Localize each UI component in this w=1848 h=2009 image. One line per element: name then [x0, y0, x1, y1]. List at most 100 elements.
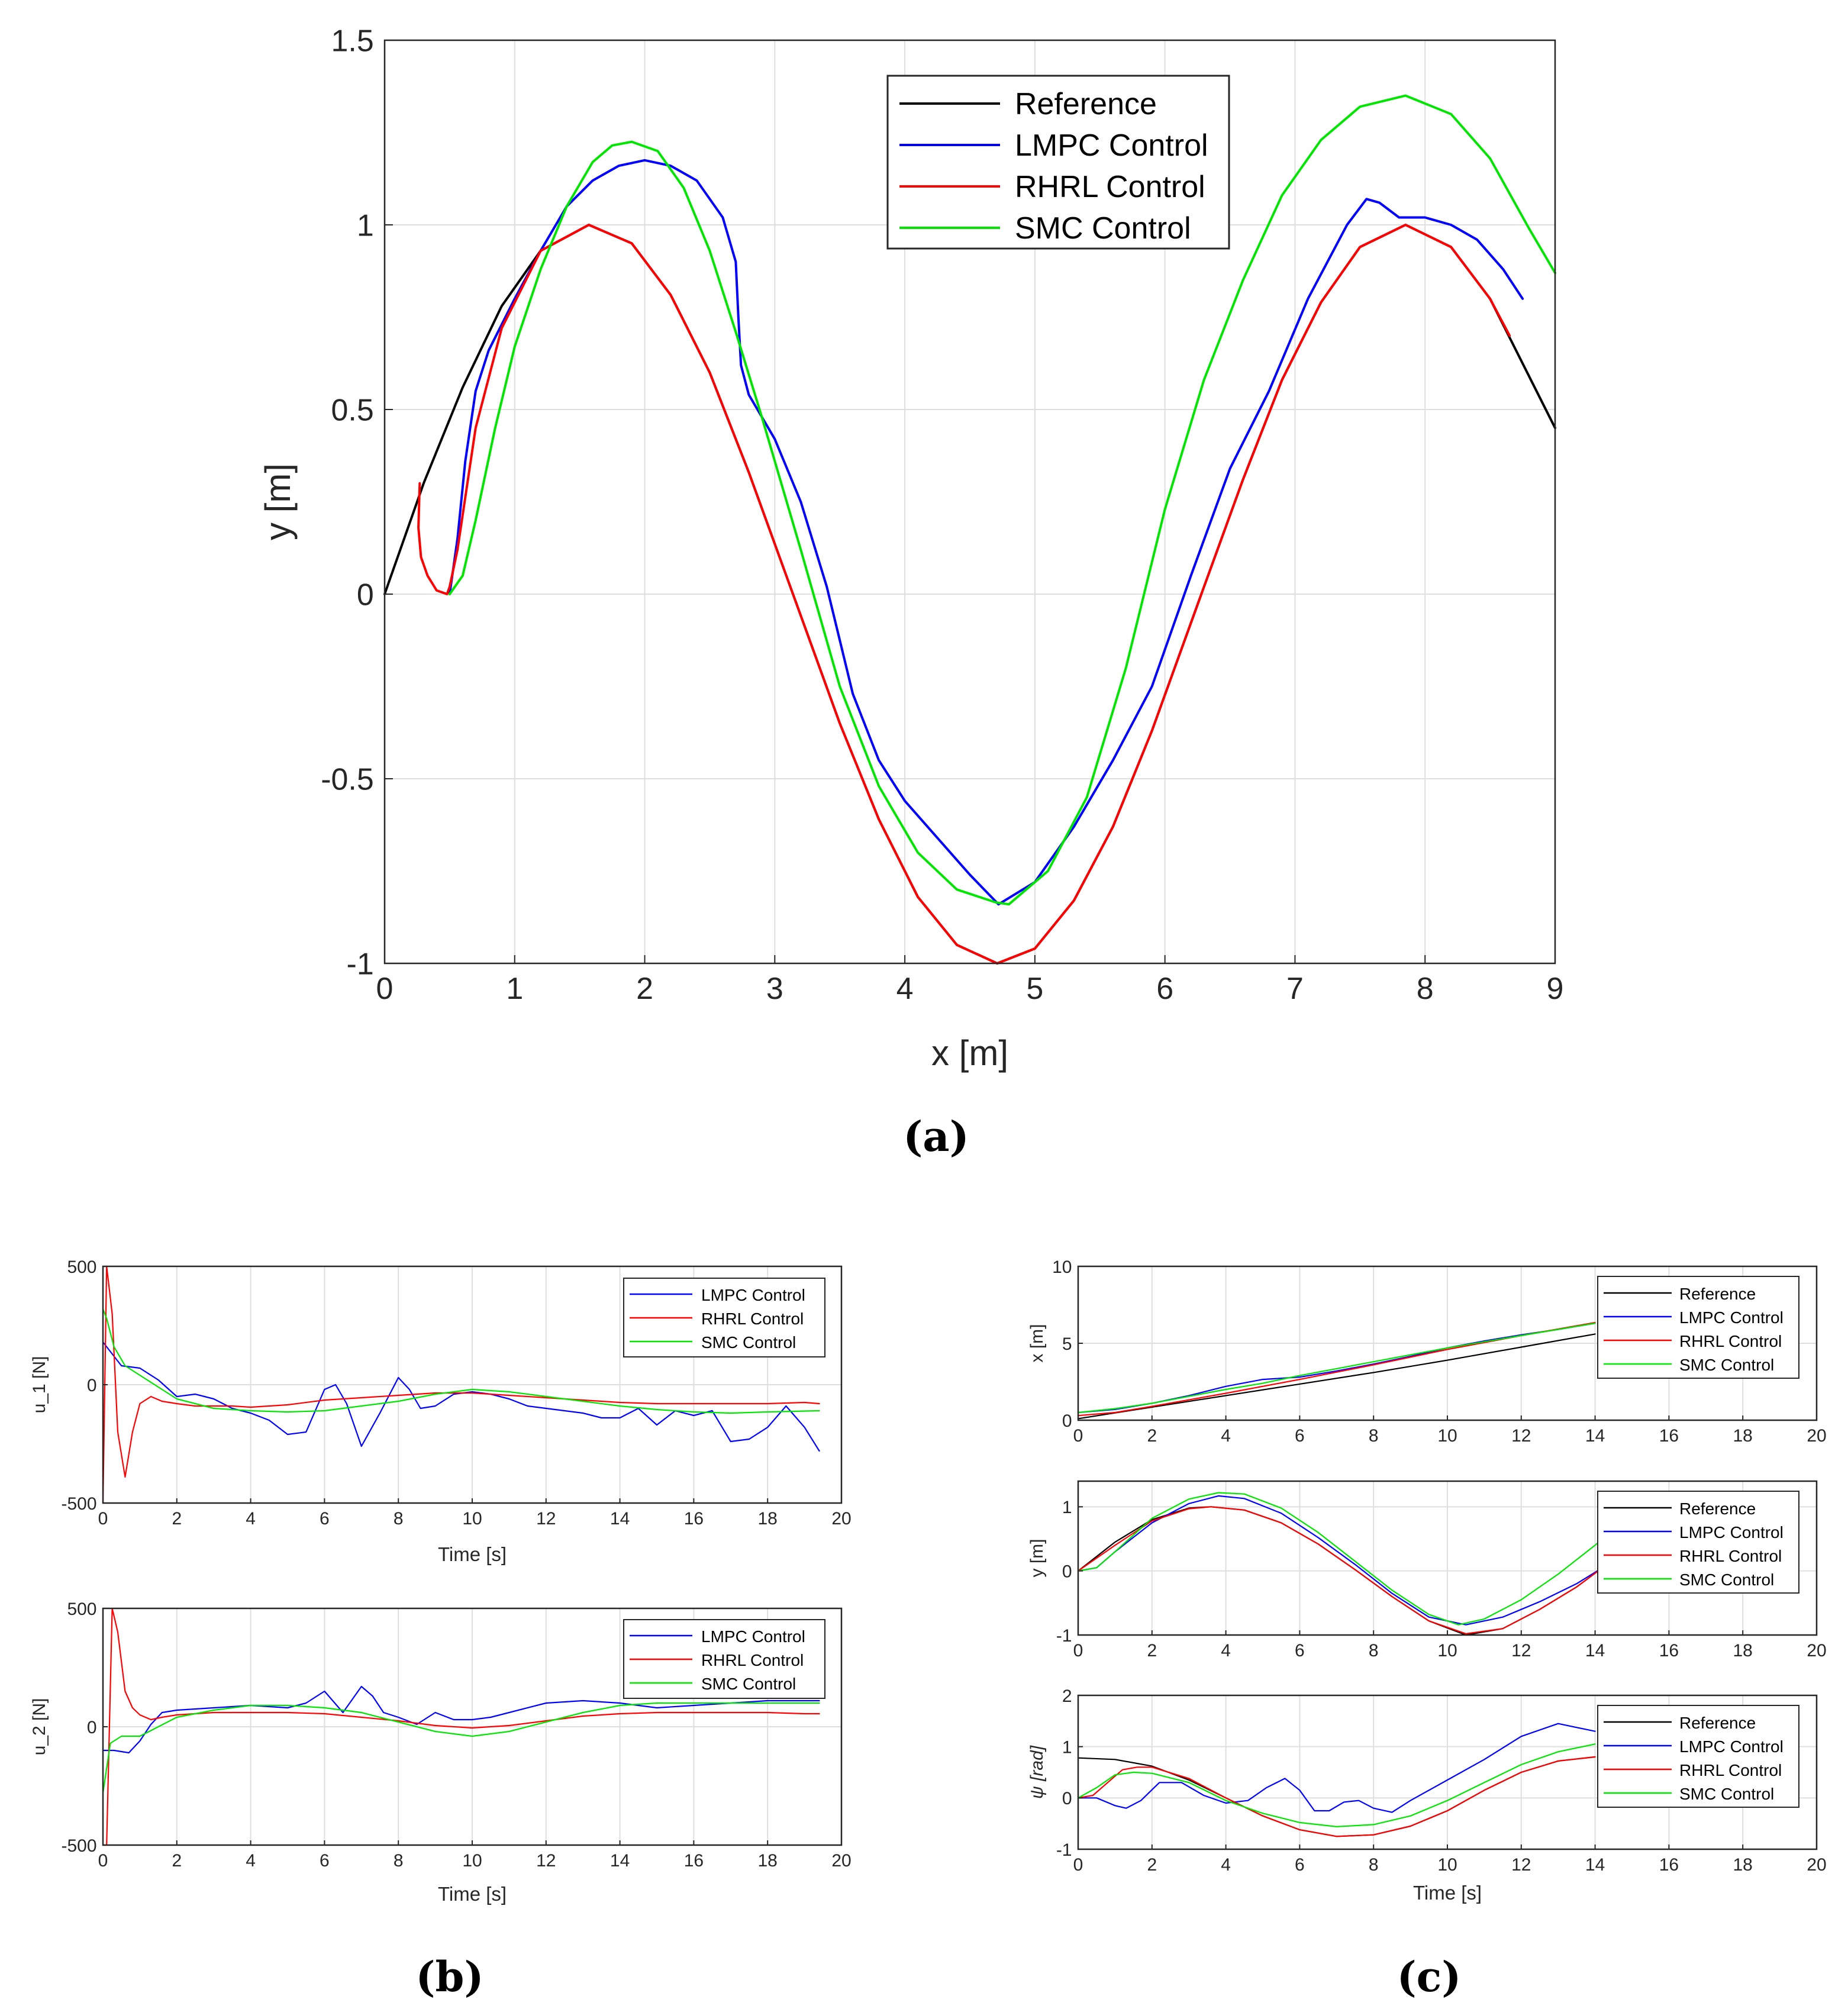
tick-label-y: 0: [1062, 1411, 1072, 1431]
tick-label-x: 6: [1295, 1426, 1305, 1446]
tick-label-x: 8: [1369, 1426, 1379, 1446]
x-axis-label: Time [s]: [438, 1883, 507, 1905]
tick-label-x: 16: [1659, 1855, 1679, 1875]
series: [1077, 1321, 1596, 1420]
tick-label-x: 6: [1295, 1855, 1305, 1875]
tick-label-x: 14: [610, 1509, 630, 1528]
tick-label-x: 18: [758, 1509, 778, 1528]
tick-label-x: 4: [1221, 1855, 1231, 1875]
panel-c-x: 0 2 4 6 8 10 12 14 16 18 20 0 5 10 x [m] Reference LM…: [1027, 1257, 1827, 1446]
tick-label-x: 18: [1733, 1855, 1753, 1875]
tick-label-x: 20: [831, 1509, 851, 1528]
tick-label-x: 14: [1585, 1855, 1605, 1875]
tick-label-x: 12: [536, 1851, 556, 1871]
tick-label-x: 4: [246, 1851, 256, 1871]
ticks: 0 1 2 3 4 5 6 7 8 9 -1 -0.5 0 0.5 1 1.5: [321, 24, 1563, 1006]
tick-label-x: 8: [1369, 1855, 1379, 1875]
tick-label-x: 5: [1026, 972, 1043, 1006]
tick-label-x: 6: [1295, 1641, 1305, 1660]
tick-label-y: -0.5: [321, 763, 374, 797]
y-axis-label: ψ [rad]: [1027, 1745, 1047, 1799]
tick-label-x: 9: [1547, 972, 1564, 1006]
tick-label-x: 20: [831, 1851, 851, 1871]
tick-label-x: 18: [1733, 1641, 1753, 1660]
legend-label-lmpc: LMPC Control: [1015, 128, 1208, 163]
tick-label-x: 6: [320, 1851, 330, 1871]
tick-label-x: 10: [462, 1509, 482, 1528]
tick-label-x: 14: [1585, 1641, 1605, 1660]
tick-label-x: 0: [1073, 1426, 1083, 1446]
legend-label-lmpc: LMPC Control: [701, 1286, 805, 1304]
tick-label-y: 2: [1062, 1686, 1072, 1706]
axes-frame: [383, 39, 1556, 965]
panel-c-y: 0 2 4 6 8 10 12 14 16 18 20-101 y [m] Reference LM…: [1027, 1480, 1827, 1660]
series-line-rhrl-control: [417, 224, 1511, 965]
series-line-rhrl-control: [102, 1607, 820, 1846]
tick-label-x: 4: [1221, 1426, 1231, 1446]
tick-label-x: 4: [896, 972, 914, 1006]
legend-label-rhrl: RHRL Control: [701, 1651, 804, 1669]
tick-label-y: 500: [67, 1257, 96, 1277]
series-line-rhrl-control: [1077, 1756, 1596, 1837]
legend-label-lmpc: LMPC Control: [1679, 1308, 1784, 1327]
series-line-smc-control: [102, 1308, 820, 1414]
legend-label-smc: SMC Control: [701, 1675, 796, 1693]
tick-label-x: 20: [1807, 1641, 1826, 1660]
tick-label-y: -1: [1056, 1626, 1072, 1646]
tick-label-x: 14: [610, 1851, 630, 1871]
tick-label-y: 0.5: [331, 394, 374, 428]
tick-label-y: -500: [61, 1494, 96, 1514]
tick-label-y: 10: [1052, 1257, 1072, 1277]
tick-label-x: 12: [1511, 1855, 1531, 1875]
tick-label-y: -1: [347, 947, 374, 982]
y-axis-label: u_1 [N]: [30, 1356, 49, 1414]
series: [1077, 1492, 1604, 1636]
tick-label-y: 1: [357, 209, 374, 243]
series-line-reference: [1077, 1333, 1596, 1420]
legend-label-reference: Reference: [1679, 1285, 1756, 1303]
tick-label-x: 7: [1286, 972, 1304, 1006]
x-axis-label: Time [s]: [438, 1543, 507, 1565]
series-line-smc-control: [1077, 1743, 1596, 1827]
legend-label-rhrl: RHRL Control: [1679, 1332, 1782, 1350]
y-axis-label: y [m]: [1027, 1539, 1047, 1578]
series-line-rhrl-control: [102, 1265, 820, 1504]
legend: LMPC Control RHRL Control SMC Control: [623, 1619, 825, 1699]
tick-label-x: 16: [1659, 1426, 1679, 1446]
series-line-smc-control: [1077, 1492, 1604, 1626]
legend-label-lmpc: LMPC Control: [1679, 1523, 1784, 1542]
tick-label-x: 16: [684, 1509, 704, 1528]
tick-label-x: 0: [376, 972, 394, 1006]
legend-label-rhrl: RHRL Control: [1679, 1761, 1782, 1779]
tick-label-x: 8: [394, 1851, 404, 1871]
tick-label-x: 8: [1369, 1641, 1379, 1660]
series-line-lmpc-control: [102, 1685, 820, 1754]
ticks: 0 2 4 6 8 10 12 14 16 18 20-101: [1056, 1498, 1827, 1660]
legend: Reference LMPC Control RHRL Control SMC …: [1597, 1705, 1799, 1808]
tick-label-x: 2: [172, 1509, 182, 1528]
y-axis-label: u_2 [N]: [30, 1698, 49, 1756]
series-line-smc-control: [1077, 1323, 1596, 1414]
tick-label-x: 10: [462, 1851, 482, 1871]
tick-label-x: 2: [1147, 1855, 1157, 1875]
tick-label-x: 4: [1221, 1641, 1231, 1660]
tick-label-y: 0: [1062, 1562, 1072, 1581]
tick-label-x: 2: [172, 1851, 182, 1871]
legend-label-smc: SMC Control: [1015, 211, 1191, 246]
legend-label-lmpc: LMPC Control: [1679, 1737, 1784, 1756]
tick-label-x: 10: [1437, 1641, 1457, 1660]
panel-a-trajectory: 0 1 2 3 4 5 6 7 8 9 -1 -0.5 0 0.5 1 1.5 x [m] y [m] Ref…: [258, 24, 1563, 1161]
tick-label-x: 12: [536, 1509, 556, 1528]
y-axis-label: y [m]: [258, 463, 298, 540]
legend: LMPC Control RHRL Control SMC Control: [623, 1278, 825, 1357]
tick-label-y: 0: [87, 1718, 97, 1737]
legend-label-reference: Reference: [1679, 1500, 1756, 1518]
legend-label-smc: SMC Control: [1679, 1785, 1774, 1803]
tick-label-y: 1: [1062, 1498, 1072, 1517]
